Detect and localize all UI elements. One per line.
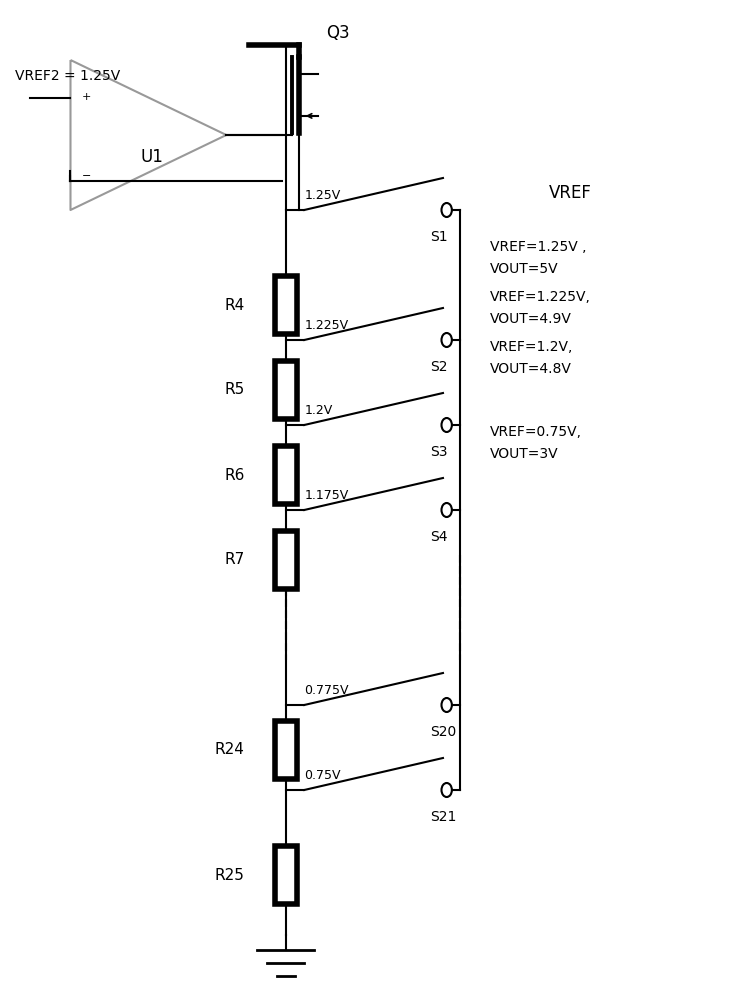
Bar [275, 531, 297, 589]
Text: VREF=1.225V,: VREF=1.225V, [490, 290, 591, 304]
Text: 0.75V: 0.75V [304, 769, 341, 782]
Text: R7: R7 [225, 552, 245, 568]
Text: VREF=1.2V,: VREF=1.2V, [490, 340, 573, 354]
Text: 1.175V: 1.175V [304, 489, 349, 502]
Text: VREF: VREF [549, 184, 592, 202]
Text: S21: S21 [430, 810, 457, 824]
Text: R24: R24 [215, 742, 245, 758]
Bar [275, 361, 297, 419]
Bar [275, 446, 297, 504]
Text: S20: S20 [430, 725, 456, 739]
Text: −: − [82, 171, 91, 181]
Bar [275, 846, 297, 904]
Text: R5: R5 [225, 382, 245, 397]
Text: R4: R4 [225, 298, 245, 312]
Text: S3: S3 [430, 445, 448, 459]
Bar [275, 276, 297, 334]
Text: 1.25V: 1.25V [304, 189, 341, 202]
Text: 1.2V: 1.2V [304, 404, 332, 417]
Text: R6: R6 [225, 468, 245, 483]
Text: U1: U1 [141, 148, 163, 166]
Bar [275, 721, 297, 779]
Text: S4: S4 [430, 530, 448, 544]
Text: VREF=1.25V ,: VREF=1.25V , [490, 240, 586, 254]
Text: +: + [82, 93, 91, 103]
Text: R25: R25 [215, 867, 245, 882]
Text: 1.225V: 1.225V [304, 319, 348, 332]
Text: Q3: Q3 [326, 24, 350, 42]
Text: VOUT=4.8V: VOUT=4.8V [490, 362, 571, 376]
Text: VOUT=5V: VOUT=5V [490, 262, 558, 276]
Text: S2: S2 [430, 360, 448, 374]
Text: VREF2 = 1.25V: VREF2 = 1.25V [15, 68, 120, 83]
Text: VREF=0.75V,: VREF=0.75V, [490, 425, 582, 439]
Text: S1: S1 [430, 230, 448, 244]
Text: VOUT=3V: VOUT=3V [490, 447, 558, 461]
Text: 0.775V: 0.775V [304, 684, 349, 697]
Text: VOUT=4.9V: VOUT=4.9V [490, 312, 571, 326]
